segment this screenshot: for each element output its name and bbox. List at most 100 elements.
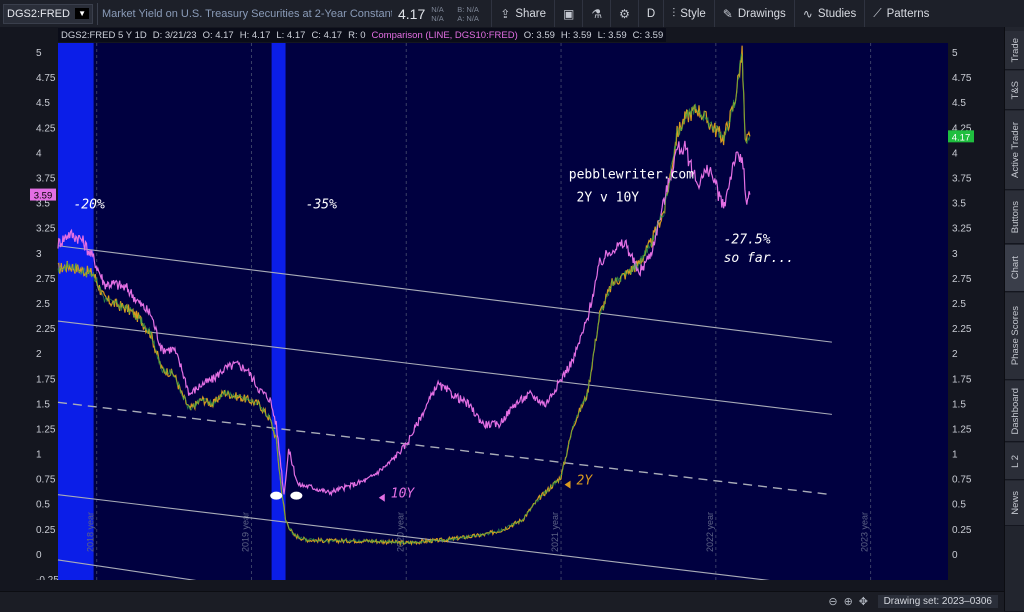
legend-comparison-high: H: 3.59 [560,29,592,41]
y-tick-label: 1.5 [36,399,50,410]
settings-button[interactable]: ⚙ [610,0,638,27]
legend-comparison-open: O: 3.59 [523,29,555,41]
pencil-icon: ✎ [722,6,733,21]
annotation-text: pebblewriter.com [569,168,694,183]
drawing-handle [290,491,303,500]
sidebar-tab-label: T&S [1009,80,1021,100]
trend-line [57,559,197,580]
y-tick-label: 4.5 [36,98,50,109]
right-tick-label: 2 [952,349,958,360]
share-button[interactable]: ⇪ Share [491,0,554,27]
sidebar-tab-label: Buttons [1009,200,1021,234]
gear-icon: ⚙ [619,6,630,21]
legend-r: R: 0 [348,29,366,41]
right-tick-label: 3.5 [952,199,966,210]
annotation-text: 10Y [391,487,416,502]
sidebar-tab-trade[interactable]: Trade [1005,31,1024,70]
y-tick-label: 3.5 [36,199,50,210]
chevron-down-icon[interactable]: ▼ [75,8,89,19]
legend-symbol: DGS2:FRED 5 Y 1D [61,29,147,41]
chart-controls: ⊖⊕✥ [828,595,874,608]
annotation-text: so far... [724,251,794,266]
right-tick-label: 0.75 [952,475,972,486]
year-marker-label: 2020 year [395,512,405,552]
y-tick-label: 0 [36,550,42,561]
y-tick-label: 1 [36,450,42,461]
y-tick-label: 1.75 [36,374,56,385]
bid-value: B: N/A [457,4,479,14]
drawings-button[interactable]: ✎ Drawings [713,0,794,27]
sidebar-tab-t-s[interactable]: T&S [1005,71,1024,110]
y-tick-label: 4.75 [36,73,56,84]
right-tick-label: 5 [952,48,958,59]
sidebar-tab-label: News [1009,491,1021,515]
y-tick-label: 3.75 [36,174,56,185]
style-button[interactable]: ⫶ Style [663,0,714,27]
year-marker-label: 2019 year [240,512,250,552]
share-label: Share [515,7,546,20]
right-tick-label: 2.25 [952,324,972,335]
right-tick-label: 2.75 [952,274,972,285]
patterns-button[interactable]: ⟋ Patterns [864,0,937,27]
right-sidebar: Trade T&S Active Trader Buttons Chart Phase S… [1004,27,1024,611]
annotation-text: -27.5% [724,233,771,248]
right-tick-label: 2.5 [952,299,966,310]
change-percent: N/A [431,13,444,23]
save-button[interactable]: ▣ [554,0,582,27]
patterns-label: Patterns [886,7,930,20]
trend-line [57,401,832,496]
price-chart[interactable]: 2018 year 2019 year 2020 year 2021 year 2022… [0,27,1004,580]
sidebar-tab-buttons[interactable]: Buttons [1005,191,1024,244]
annotation-text: 2Y [577,474,594,489]
studies-button[interactable]: ∿ Studies [793,0,864,27]
legend-close: C: 4.17 [311,29,343,41]
period-button[interactable]: D [637,0,663,27]
right-tick-label: 1 [952,450,958,461]
last-price: 4.17 [398,5,426,22]
label-arrow-10y [378,493,385,502]
sidebar-tab-dashboard[interactable]: Dashboard [1005,381,1024,442]
right-tick-label: 0.5 [952,500,966,511]
bid-ask-values: B: N/A A: N/A [457,5,491,23]
annotation-text: -35% [306,198,337,213]
series-lines [57,45,751,547]
price-badges: 3.59 4.17 [30,130,974,202]
pan-icon[interactable]: ✥ [858,596,874,608]
flask-button[interactable]: ⚗ [582,0,610,27]
right-tick-label: 3 [952,249,958,260]
legend-comparison-close: C: 3.59 [632,29,664,41]
right-tick-label: 4.75 [952,73,972,84]
sidebar-tab-l-2[interactable]: L 2 [1005,443,1024,480]
y-tick-label: 4 [36,148,42,159]
sidebar-tab-label: Trade [1009,37,1021,63]
annotation-text: 2Y v 10Y [577,191,640,206]
drawing-set[interactable]: Drawing set: 2023–0306 [877,595,998,608]
right-tick-label: 4.25 [952,123,972,134]
zoom-in-icon[interactable]: ⊕ [843,596,859,608]
y-tick-label: -0.25 [36,575,59,580]
right-tick-label: 4.5 [952,98,966,109]
zoom-out-icon[interactable]: ⊖ [828,596,844,608]
sidebar-tab-label: Active Trader [1009,122,1021,178]
price-badge [948,130,974,143]
year-marker-label: 2022 year [705,512,715,552]
y-tick-label: 1.25 [36,424,56,435]
sidebar-tab-phase-scores[interactable]: Phase Scores [1005,293,1024,380]
highlight-bands [58,43,286,580]
sidebar-tab-label: Phase Scores [1009,306,1021,366]
right-tick-label: 0.25 [952,525,972,536]
annotations: -20% -35% pebblewriter.com 2Y v 10Y -27.5% so… [73,168,794,502]
annotation-text: -20% [73,198,104,213]
y-tick-label: 2 [36,349,42,360]
sidebar-tab-news[interactable]: News [1005,481,1024,526]
legend-low: L: 4.17 [276,29,306,41]
y-tick-label: 0.75 [36,475,56,486]
trend-line [57,245,832,343]
drawing-handle [270,491,283,500]
symbol-description: Market Yield on U.S. Treasury Securities… [102,7,392,20]
symbol-selector[interactable]: DGS2:FRED ▼ [3,3,93,24]
toolbar-divider [97,2,98,25]
sidebar-tab-active-trader[interactable]: Active Trader [1005,111,1024,190]
sidebar-tab-chart[interactable]: Chart [1005,245,1024,292]
price-badge-label: 4.17 [952,132,971,143]
